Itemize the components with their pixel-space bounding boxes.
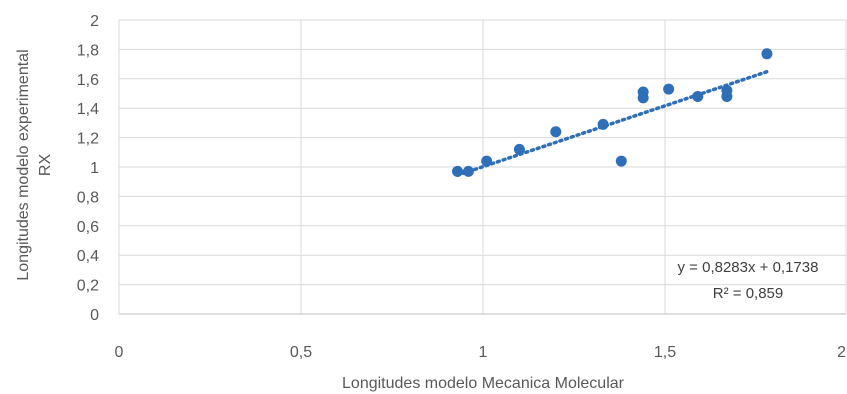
data-point xyxy=(663,83,675,95)
y-tick-label: 1,2 xyxy=(77,131,99,148)
data-point xyxy=(721,90,733,102)
data-point xyxy=(513,143,525,155)
y-axis-title-group: Longitudes modelo experimental RX xyxy=(15,49,54,280)
data-point xyxy=(481,155,493,167)
y-tick-label: 0,8 xyxy=(77,189,99,206)
x-tick-label: 1 xyxy=(479,344,488,361)
data-point xyxy=(761,48,773,60)
data-point xyxy=(637,92,649,104)
x-tick-label: 0,5 xyxy=(290,344,312,361)
data-point xyxy=(597,118,609,130)
data-point xyxy=(615,155,627,167)
data-point xyxy=(550,126,562,138)
x-axis-title: Longitudes modelo Mecanica Molecular xyxy=(342,375,625,392)
data-point xyxy=(462,165,474,177)
y-tick-label: 2 xyxy=(90,13,99,30)
axes xyxy=(118,20,846,315)
y-tick-label: 0 xyxy=(90,307,99,324)
trendline-equation: y = 0,8283x + 0,1738 xyxy=(678,259,819,276)
data-point xyxy=(692,90,704,102)
r-squared-label: R² = 0,859 xyxy=(713,285,783,302)
data-point xyxy=(452,165,464,177)
x-tick-label: 1,5 xyxy=(654,344,676,361)
y-tick-label: 0,4 xyxy=(77,248,99,265)
x-tick-label: 2 xyxy=(837,344,846,361)
x-tick-label: 0 xyxy=(115,344,124,361)
y-axis-title-line-2: RX xyxy=(37,154,54,177)
y-tick-label: 1,4 xyxy=(77,101,99,118)
y-tick-label: 1,6 xyxy=(77,72,99,89)
y-axis-title-line-1: Longitudes modelo experimental xyxy=(15,49,32,280)
y-tick-label: 1 xyxy=(90,160,99,177)
trendline-layer xyxy=(455,69,769,177)
y-tick-label: 0,6 xyxy=(77,219,99,236)
y-tick-label: 1,8 xyxy=(77,42,99,59)
tick-labels: 0 0,2 0,4 0,6 0,8 1 1,2 1,4 1,6 1,8 2 0 0,5 1 1,5 2 xyxy=(77,13,846,361)
y-tick-label: 0,2 xyxy=(77,278,99,295)
trendline xyxy=(455,69,769,177)
data-points xyxy=(452,48,773,177)
